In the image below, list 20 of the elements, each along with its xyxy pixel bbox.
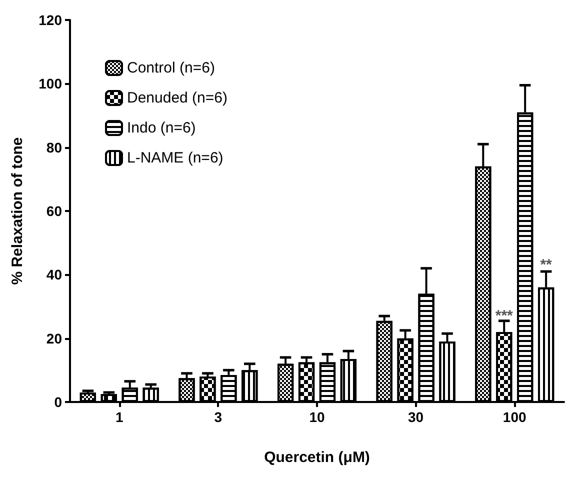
- x-tick-label: 100: [502, 409, 526, 425]
- x-axis-title: Quercetin (μM): [264, 449, 370, 466]
- legend-label: Denuded (n=6): [127, 90, 228, 106]
- x-tick-label: 10: [309, 409, 325, 425]
- x-tick-label: 3: [214, 409, 222, 425]
- y-tick-label: 100: [38, 76, 62, 92]
- legend-label: L-NAME (n=6): [127, 150, 224, 166]
- legend-label: Indo (n=6): [127, 120, 196, 136]
- x-tick-label: 30: [408, 409, 424, 425]
- y-tick-label: 80: [46, 139, 62, 156]
- y-tick-label: 40: [46, 266, 62, 283]
- y-tick-label: 20: [46, 330, 62, 346]
- annotation: **: [540, 256, 552, 274]
- y-tick-label: 0: [54, 394, 62, 410]
- y-tick-label: 120: [38, 12, 62, 28]
- y-tick-label: 60: [46, 203, 62, 219]
- annotation: ***: [495, 308, 514, 325]
- x-tick-label: 1: [116, 409, 124, 425]
- legend-label: Control (n=6): [127, 60, 215, 76]
- y-axis-title: % Relaxation of tone: [9, 137, 26, 285]
